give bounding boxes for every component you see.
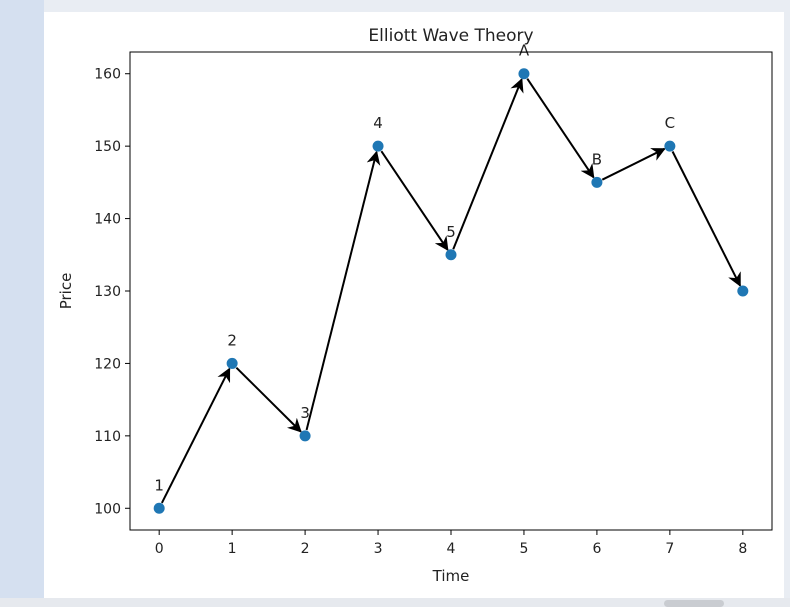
wave-arrow-5 [526,78,595,179]
y-tick-label-4: 140 [94,212,121,228]
horizontal-scrollbar-thumb[interactable] [664,600,724,607]
data-point-7 [664,140,676,152]
wave-label-5: 5 [446,223,456,241]
y-tick-label-1: 110 [94,429,121,445]
chart-title: Elliott Wave Theory [368,26,533,46]
wave-arrow-0 [160,367,231,504]
x-tick-label-2: 2 [301,541,310,557]
data-point-8 [737,285,749,297]
wave-label-a: A [519,42,530,60]
y-axis-label: Price [57,273,75,310]
wave-label-2: 2 [227,331,237,349]
data-point-6 [591,176,603,188]
data-point-4 [445,249,457,261]
x-tick-label-8: 8 [738,541,747,557]
wave-label-4: 4 [373,114,383,132]
x-tick-label-1: 1 [228,541,237,557]
x-tick-label-7: 7 [665,541,674,557]
data-point-3 [372,140,384,152]
wave-arrow-2 [305,150,381,431]
plot-frame [129,51,773,531]
data-point-0 [153,502,165,514]
wave-arrow-7 [671,151,742,287]
data-point-2 [299,430,311,442]
horizontal-scrollbar-track[interactable] [0,598,790,607]
wave-arrow-1 [235,366,302,433]
data-point-5 [518,68,530,80]
wave-label-b: B [592,150,602,168]
wave-label-1: 1 [154,476,164,494]
chart-figure: Elliott Wave Theory 0 1 2 3 4 5 6 7 8 100 110 120 13… [44,12,784,598]
wave-label-3: 3 [300,404,310,422]
wave-arrow-6 [601,147,666,181]
data-point-1 [226,357,238,369]
x-tick-label-6: 6 [592,541,601,557]
wave-label-c: C [665,114,675,132]
y-tick-label-0: 100 [94,501,121,517]
wave-arrow-4 [452,77,524,250]
x-axis-label: Time [432,567,470,585]
left-panel-strip [0,0,44,607]
elliott-wave-chart: Elliott Wave Theory 0 1 2 3 4 5 6 7 810011012013… [57,26,773,585]
x-tick-label-3: 3 [374,541,383,557]
y-tick-label-3: 130 [94,284,121,300]
y-tick-label-6: 160 [94,67,121,83]
y-tick-label-2: 120 [94,356,121,372]
wave-arrow-3 [380,150,449,251]
x-tick-label-0: 0 [155,541,164,557]
y-tick-label-5: 150 [94,139,121,155]
x-tick-label-5: 5 [519,541,528,557]
x-tick-label-4: 4 [447,541,456,557]
